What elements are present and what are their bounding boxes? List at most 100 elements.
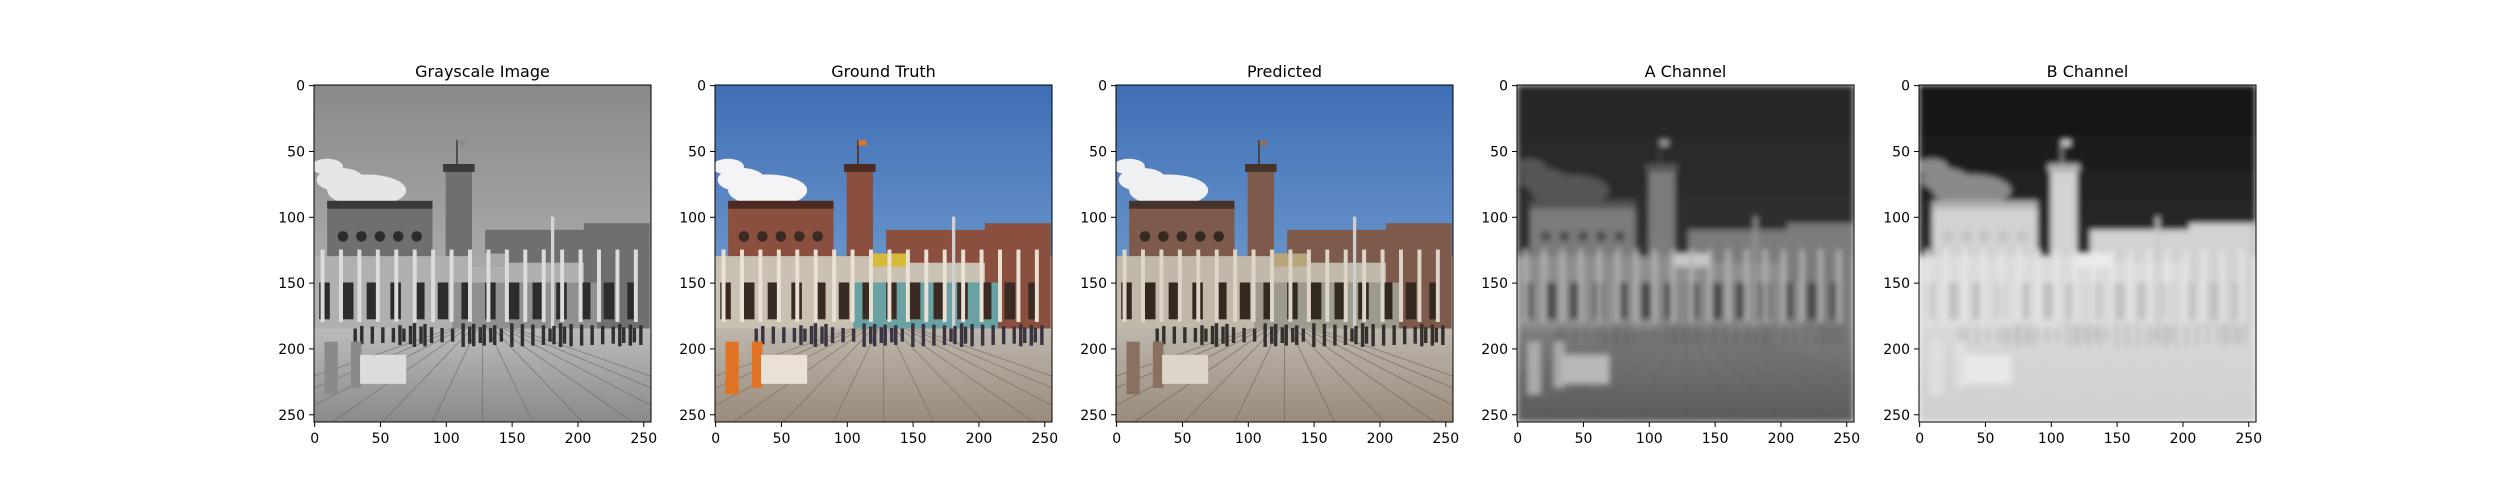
person <box>1615 323 1620 347</box>
umbrella-left <box>1929 341 1943 395</box>
axes-frame <box>1115 84 1454 423</box>
person <box>552 325 556 345</box>
plank-line <box>492 328 583 422</box>
person <box>590 325 594 345</box>
person <box>1975 326 1980 344</box>
x-tick-label: 200 <box>966 431 993 447</box>
y-tick-label: 50 <box>1490 144 1508 160</box>
person <box>1312 323 1316 347</box>
column <box>2091 249 2096 322</box>
person <box>402 328 406 342</box>
column <box>1763 249 1768 322</box>
person <box>2098 325 2102 345</box>
person <box>618 323 622 347</box>
y-tick-label: 100 <box>1883 210 1910 226</box>
person <box>942 325 947 345</box>
x-tick-label: 200 <box>565 431 592 447</box>
person <box>963 326 968 344</box>
person <box>1301 328 1306 342</box>
x-tick-label: 150 <box>499 431 526 447</box>
cloud <box>1116 158 1145 175</box>
plank-line <box>1310 328 1453 389</box>
person <box>1685 324 1689 346</box>
person <box>1242 327 1246 343</box>
umbrella-right <box>1152 341 1164 388</box>
person <box>1563 325 1567 345</box>
y-tick-label: 200 <box>1883 342 1910 358</box>
arch-opening <box>1617 282 1628 320</box>
arch-opening <box>532 282 544 320</box>
plank-line <box>1987 328 2078 422</box>
person <box>809 325 814 345</box>
person <box>531 324 535 346</box>
cloud <box>1919 158 1948 175</box>
person <box>1424 327 1428 344</box>
person <box>2024 326 2028 344</box>
flag <box>1259 140 1268 146</box>
column <box>1380 249 1385 322</box>
person <box>970 323 974 347</box>
plank-line <box>1116 328 1254 377</box>
arch-opening <box>1144 282 1156 320</box>
person <box>2184 324 2189 346</box>
person <box>1803 325 1808 345</box>
arch-opening <box>1947 282 1959 320</box>
person <box>1172 326 1177 344</box>
column <box>1578 249 1583 322</box>
arch-opening <box>1381 282 1393 320</box>
person <box>1360 323 1365 347</box>
column <box>394 249 399 322</box>
plank-line <box>2097 328 2188 422</box>
x-tick-label: 0 <box>1513 431 1522 447</box>
column <box>560 249 565 322</box>
flag <box>2062 140 2071 146</box>
roofline <box>1530 200 1636 209</box>
person <box>841 327 845 343</box>
person <box>2153 328 2157 342</box>
person <box>872 323 877 347</box>
y-tick-label: 50 <box>287 144 305 160</box>
person <box>754 328 758 342</box>
column <box>1399 249 1403 322</box>
plank-line <box>508 328 651 389</box>
cloud <box>1517 158 1546 175</box>
y-tick-label: 250 <box>278 408 305 424</box>
tower-cap <box>1646 163 1678 172</box>
person <box>1958 328 1962 342</box>
column <box>1836 249 1841 322</box>
umbrella-left <box>725 341 739 395</box>
round-window <box>1614 231 1625 242</box>
person <box>2076 323 2081 347</box>
person <box>1354 325 1358 345</box>
x-tick-label: 100 <box>1235 431 1262 447</box>
person <box>2045 327 2049 343</box>
person <box>2227 327 2231 344</box>
umbrella-left <box>1527 341 1541 395</box>
person <box>851 328 856 342</box>
person <box>2244 325 2248 345</box>
x-tick-label: 250 <box>1031 431 1058 447</box>
column <box>1781 249 1786 322</box>
y-tick-label: 50 <box>688 144 706 160</box>
round-window <box>1139 231 1151 242</box>
x-tick-label: 150 <box>1702 431 1729 447</box>
column <box>979 249 984 322</box>
plank-line <box>2113 328 2256 389</box>
person <box>1692 327 1696 343</box>
axes-frame <box>1918 84 2257 423</box>
person <box>799 325 803 345</box>
person <box>639 325 643 345</box>
tower-cap <box>1245 163 1277 172</box>
arch-opening <box>1664 282 1675 320</box>
person <box>2003 325 2007 345</box>
person <box>2167 326 2172 344</box>
person <box>1284 324 1288 346</box>
person <box>761 325 765 345</box>
plank-line <box>2036 328 2083 422</box>
umbrella-left <box>324 341 338 395</box>
column <box>998 249 1002 322</box>
panel-title: Grayscale Image <box>415 62 550 81</box>
person <box>1626 323 1630 347</box>
arch-opening <box>2113 282 2125 320</box>
person <box>1643 327 1647 343</box>
